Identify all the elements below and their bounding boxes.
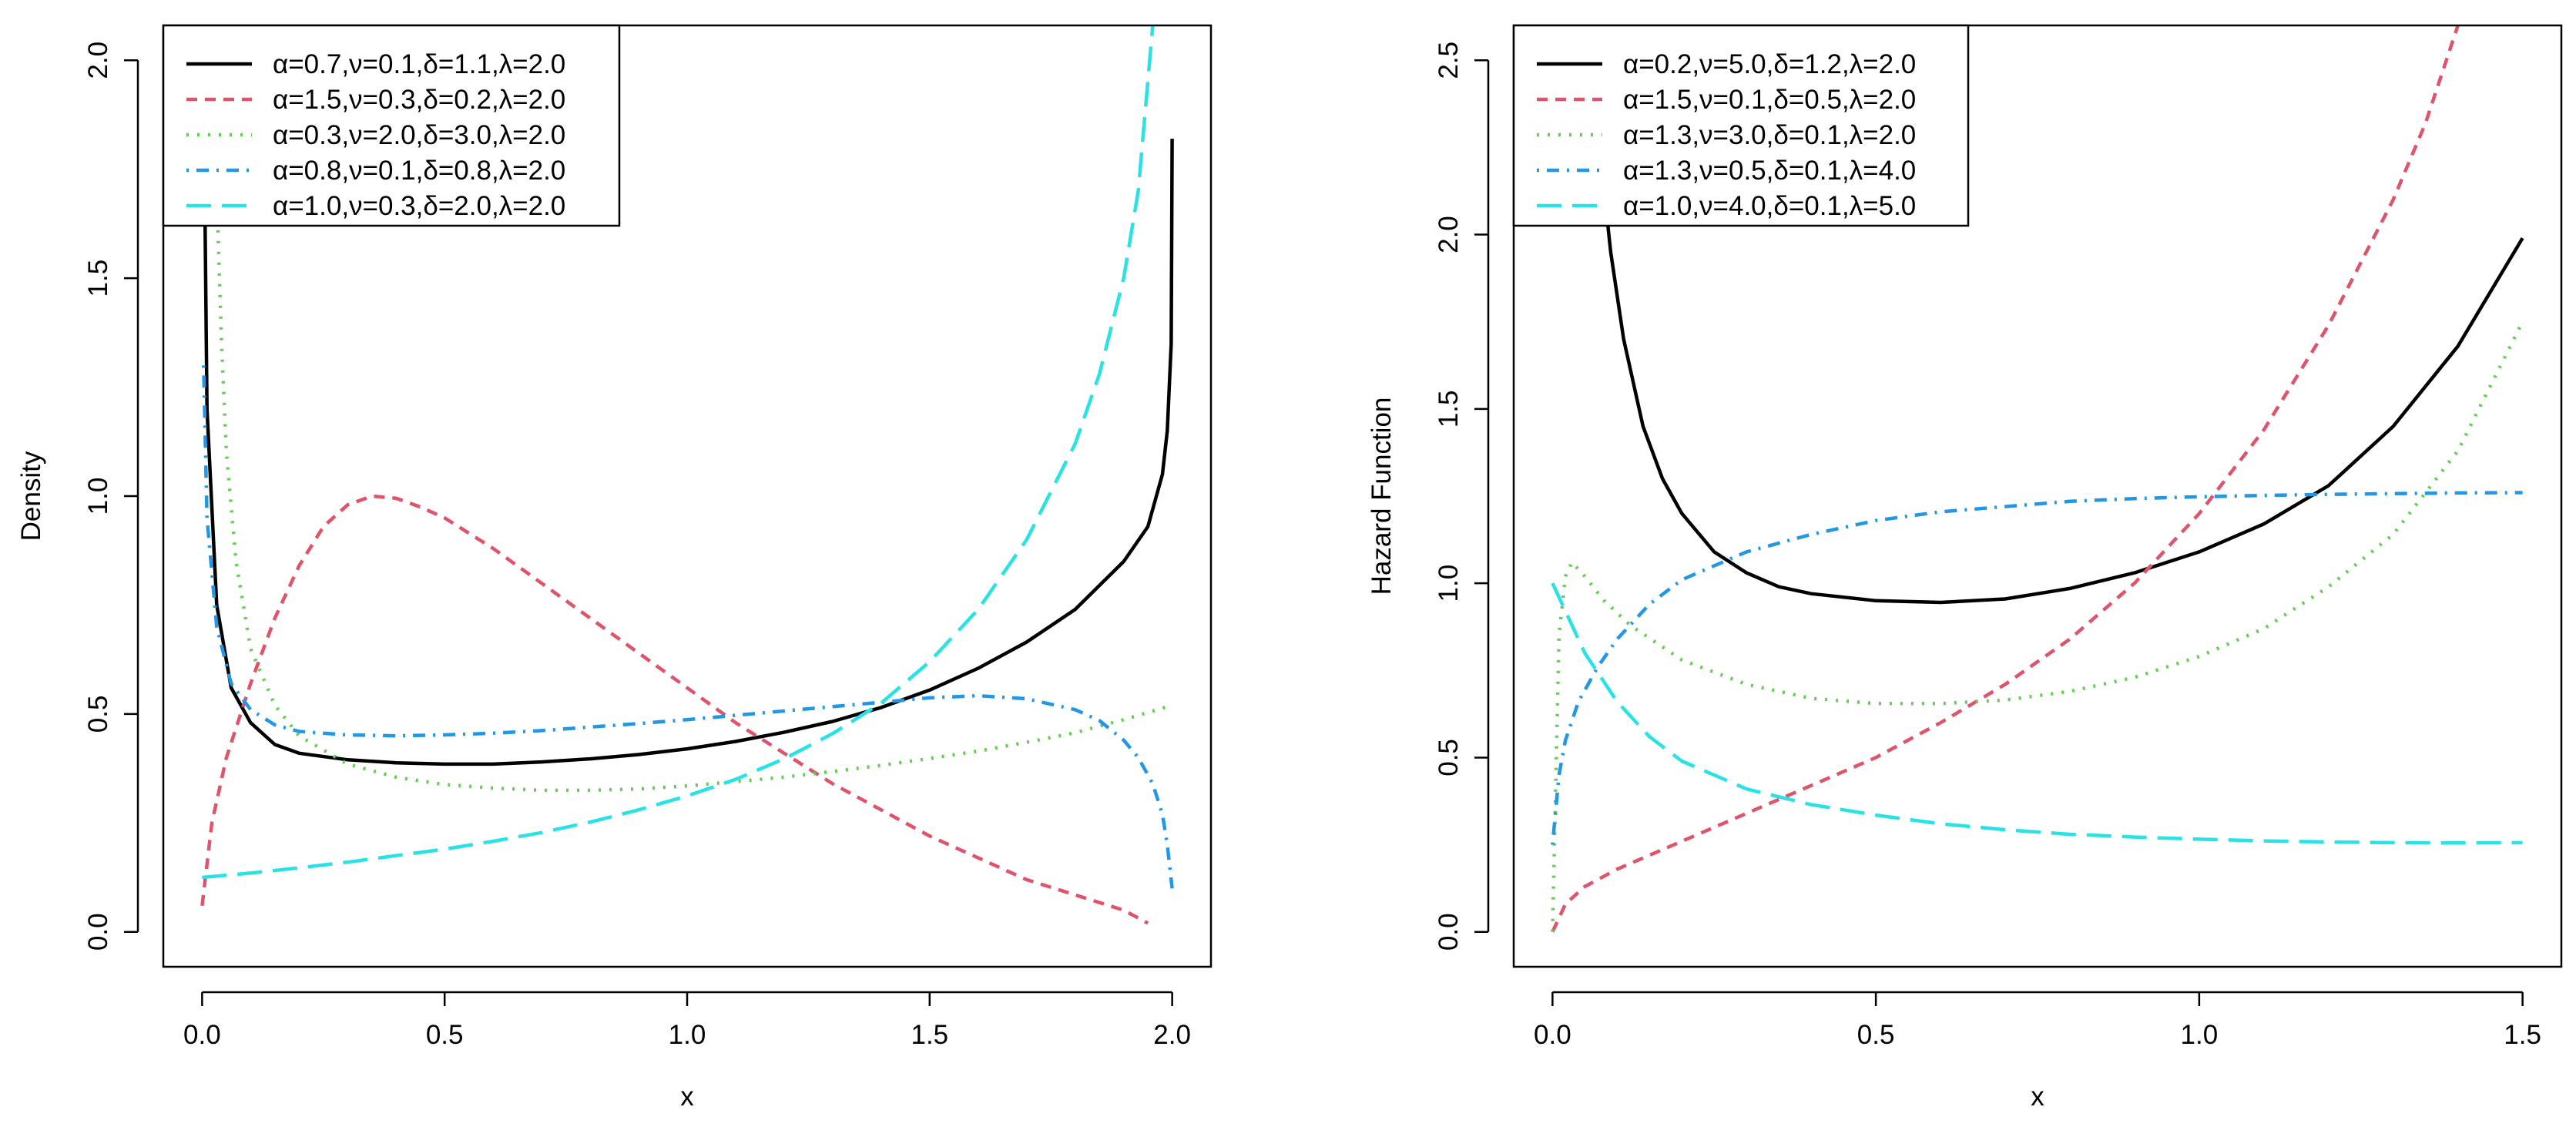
x-tick-label: 0.5	[426, 1020, 464, 1050]
y-tick-label: 2.0	[83, 42, 113, 79]
legend-label: α=1.3,ν=0.5,δ=0.1,λ=4.0	[1623, 156, 1916, 186]
x-tick-label: 0.5	[1857, 1020, 1895, 1050]
series-line-2	[1551, 25, 2460, 933]
chart-panel-right: 0.0 0.5 1.0 1.5 x 0.0 0.5 1.0 1.5 2.0 2.5 Hazard Fu…	[1367, 24, 2563, 1112]
y-tick-label: 2.5	[1434, 42, 1464, 79]
legend-label: α=1.0,ν=0.3,δ=2.0,λ=2.0	[273, 191, 565, 221]
x-tick-label: 2.0	[1153, 1020, 1191, 1050]
x-tick-label: 1.0	[669, 1020, 706, 1050]
y-axis: 0.0 0.5 1.0 1.5 2.0	[83, 42, 139, 951]
legend-label: α=1.5,ν=0.3,δ=0.2,λ=2.0	[273, 85, 565, 115]
legend: α=0.2,ν=5.0,δ=1.2,λ=2.0 α=1.5,ν=0.1,δ=0.5…	[1512, 24, 1970, 227]
legend-label: α=1.3,ν=3.0,δ=0.1,λ=2.0	[1623, 120, 1916, 150]
series-line-3	[210, 25, 1173, 793]
series-line-1	[1586, 25, 2524, 605]
y-tick-label: 0.0	[1434, 913, 1464, 951]
series-lines	[200, 25, 1174, 925]
x-tick-label: 1.5	[911, 1020, 948, 1050]
series-line-5	[1551, 582, 2523, 845]
y-tick-label: 1.0	[1434, 565, 1464, 602]
y-tick-label: 1.5	[83, 260, 113, 297]
legend-label: α=0.2,ν=5.0,δ=1.2,λ=2.0	[1623, 49, 1916, 79]
series-lines	[1551, 25, 2524, 933]
plot-frame	[162, 24, 1213, 968]
y-tick-label: 0.5	[1434, 739, 1464, 776]
y-axis: 0.0 0.5 1.0 1.5 2.0 2.5	[1434, 42, 1490, 951]
y-tick-label: 1.0	[83, 478, 113, 515]
x-tick-label: 1.0	[2181, 1020, 2219, 1050]
y-tick-label: 0.0	[83, 913, 113, 951]
series-line-4	[1551, 491, 2523, 845]
x-axis: 0.0 0.5 1.0 1.5	[1534, 991, 2541, 1050]
legend-box	[162, 24, 621, 227]
chart-panel-left: 0.0 0.5 1.0 1.5 2.0 x 0.0 0.5 1.0 1.5 2.0 Density α=…	[16, 24, 1213, 1112]
series-line-4	[202, 365, 1174, 889]
legend-box	[1512, 24, 1970, 227]
plot-frame	[1512, 24, 2563, 968]
y-tick-label: 2.0	[1434, 216, 1464, 253]
x-tick-label: 0.0	[183, 1020, 221, 1050]
legend-label: α=0.3,ν=2.0,δ=3.0,λ=2.0	[273, 120, 565, 150]
x-axis: 0.0 0.5 1.0 1.5 2.0	[183, 991, 1191, 1050]
x-axis-title: x	[2031, 1082, 2044, 1112]
legend-label: α=0.7,ν=0.1,δ=1.1,λ=2.0	[273, 49, 565, 79]
series-line-1	[202, 77, 1174, 766]
legend-label: α=0.8,ν=0.1,δ=0.8,λ=2.0	[273, 156, 565, 186]
y-axis-title: Hazard Function	[1367, 397, 1397, 595]
y-tick-label: 1.5	[1434, 391, 1464, 428]
legend: α=0.7,ν=0.1,δ=1.1,λ=2.0 α=1.5,ν=0.3,δ=0.2…	[162, 24, 621, 227]
series-line-5	[202, 25, 1155, 880]
series-line-3	[1551, 320, 2524, 932]
series-line-2	[200, 494, 1149, 925]
x-tick-label: 0.0	[1534, 1020, 1571, 1050]
x-tick-label: 1.5	[2504, 1020, 2541, 1050]
legend-label: α=1.5,ν=0.1,δ=0.5,λ=2.0	[1623, 85, 1916, 115]
x-axis-title: x	[680, 1082, 694, 1112]
y-tick-label: 0.5	[83, 696, 113, 733]
legend-label: α=1.0,ν=4.0,δ=0.1,λ=5.0	[1623, 191, 1916, 221]
y-axis-title: Density	[16, 451, 46, 541]
